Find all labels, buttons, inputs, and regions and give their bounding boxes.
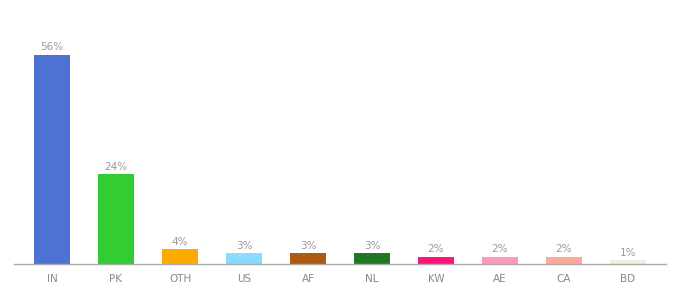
Bar	[290, 253, 326, 264]
Text: 2%: 2%	[428, 244, 444, 254]
Text: 3%: 3%	[236, 241, 252, 250]
Bar	[418, 256, 454, 264]
Text: 3%: 3%	[300, 241, 316, 250]
Bar	[226, 253, 262, 264]
Text: 2%: 2%	[492, 244, 508, 254]
Bar	[547, 256, 581, 264]
Bar	[354, 253, 390, 264]
Text: 4%: 4%	[172, 237, 188, 247]
Bar	[99, 174, 133, 264]
Text: 24%: 24%	[105, 162, 128, 172]
Bar	[35, 55, 69, 264]
Text: 56%: 56%	[40, 42, 63, 52]
Text: 3%: 3%	[364, 241, 380, 250]
Text: 1%: 1%	[619, 248, 636, 258]
Bar	[611, 260, 645, 264]
Bar	[163, 249, 198, 264]
Text: 2%: 2%	[556, 244, 573, 254]
Bar	[482, 256, 517, 264]
